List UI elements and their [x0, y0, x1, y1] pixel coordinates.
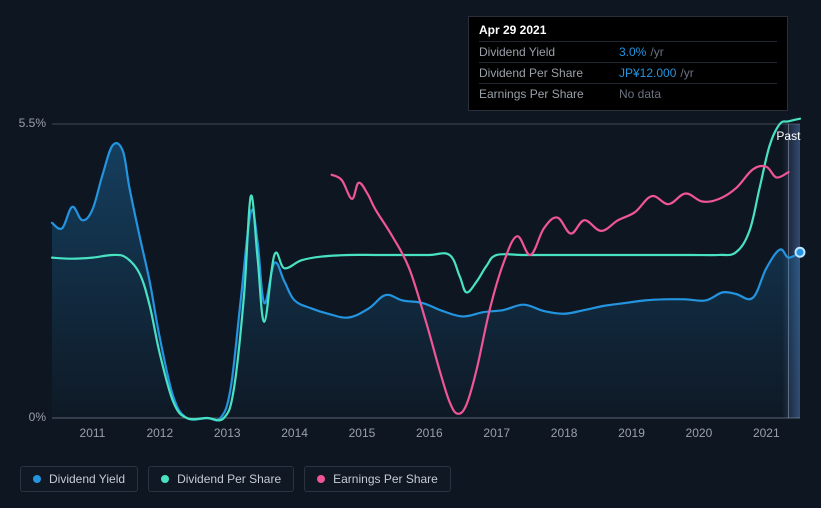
tooltip-row-label: Dividend Yield: [479, 45, 619, 59]
tooltip-title: Apr 29 2021: [479, 23, 777, 37]
x-axis-label: 2012: [146, 426, 173, 440]
y-axis-label: 0%: [6, 410, 46, 424]
legend-dot-icon: [317, 475, 325, 483]
x-axis-label: 2013: [214, 426, 241, 440]
x-axis-label: 2018: [551, 426, 578, 440]
past-label: Past: [776, 129, 800, 143]
x-axis-label: 2014: [281, 426, 308, 440]
x-axis-label: 2016: [416, 426, 443, 440]
tooltip-row: Dividend Yield3.0% /yr: [479, 41, 777, 62]
legend-item-dividend_yield[interactable]: Dividend Yield: [20, 466, 138, 492]
tooltip-row-value: 3.0%: [619, 45, 646, 59]
tooltip-row-unit: /yr: [680, 66, 693, 80]
tooltip-row: Dividend Per ShareJP¥12.000/yr: [479, 62, 777, 83]
tooltip-row-label: Earnings Per Share: [479, 87, 619, 101]
chart-legend: Dividend Yield Dividend Per Share Earnings…: [20, 466, 451, 492]
y-axis-label: 5.5%: [6, 116, 46, 130]
chart-tooltip: Apr 29 2021 Dividend Yield3.0%/yrDividen…: [468, 16, 788, 111]
legend-item-earnings_per_share[interactable]: Earnings Per Share: [304, 466, 451, 492]
x-axis-label: 2017: [483, 426, 510, 440]
legend-label: Dividend Yield: [49, 472, 125, 486]
x-axis-label: 2015: [349, 426, 376, 440]
x-axis-label: 2019: [618, 426, 645, 440]
legend-label: Earnings Per Share: [333, 472, 438, 486]
tooltip-row-value: JP¥12.000: [619, 66, 676, 80]
x-axis-label: 2011: [80, 426, 106, 440]
tooltip-row-nodata: No data: [619, 87, 661, 101]
tooltip-row-unit: /yr: [650, 45, 663, 59]
legend-dot-icon: [33, 475, 41, 483]
x-axis-label: 2021: [753, 426, 780, 440]
legend-label: Dividend Per Share: [177, 472, 281, 486]
legend-dot-icon: [161, 475, 169, 483]
legend-item-dividend_per_share[interactable]: Dividend Per Share: [148, 466, 294, 492]
tooltip-row: Earnings Per ShareNo data: [479, 83, 777, 104]
tooltip-row-label: Dividend Per Share: [479, 66, 619, 80]
x-axis-label: 2020: [686, 426, 713, 440]
